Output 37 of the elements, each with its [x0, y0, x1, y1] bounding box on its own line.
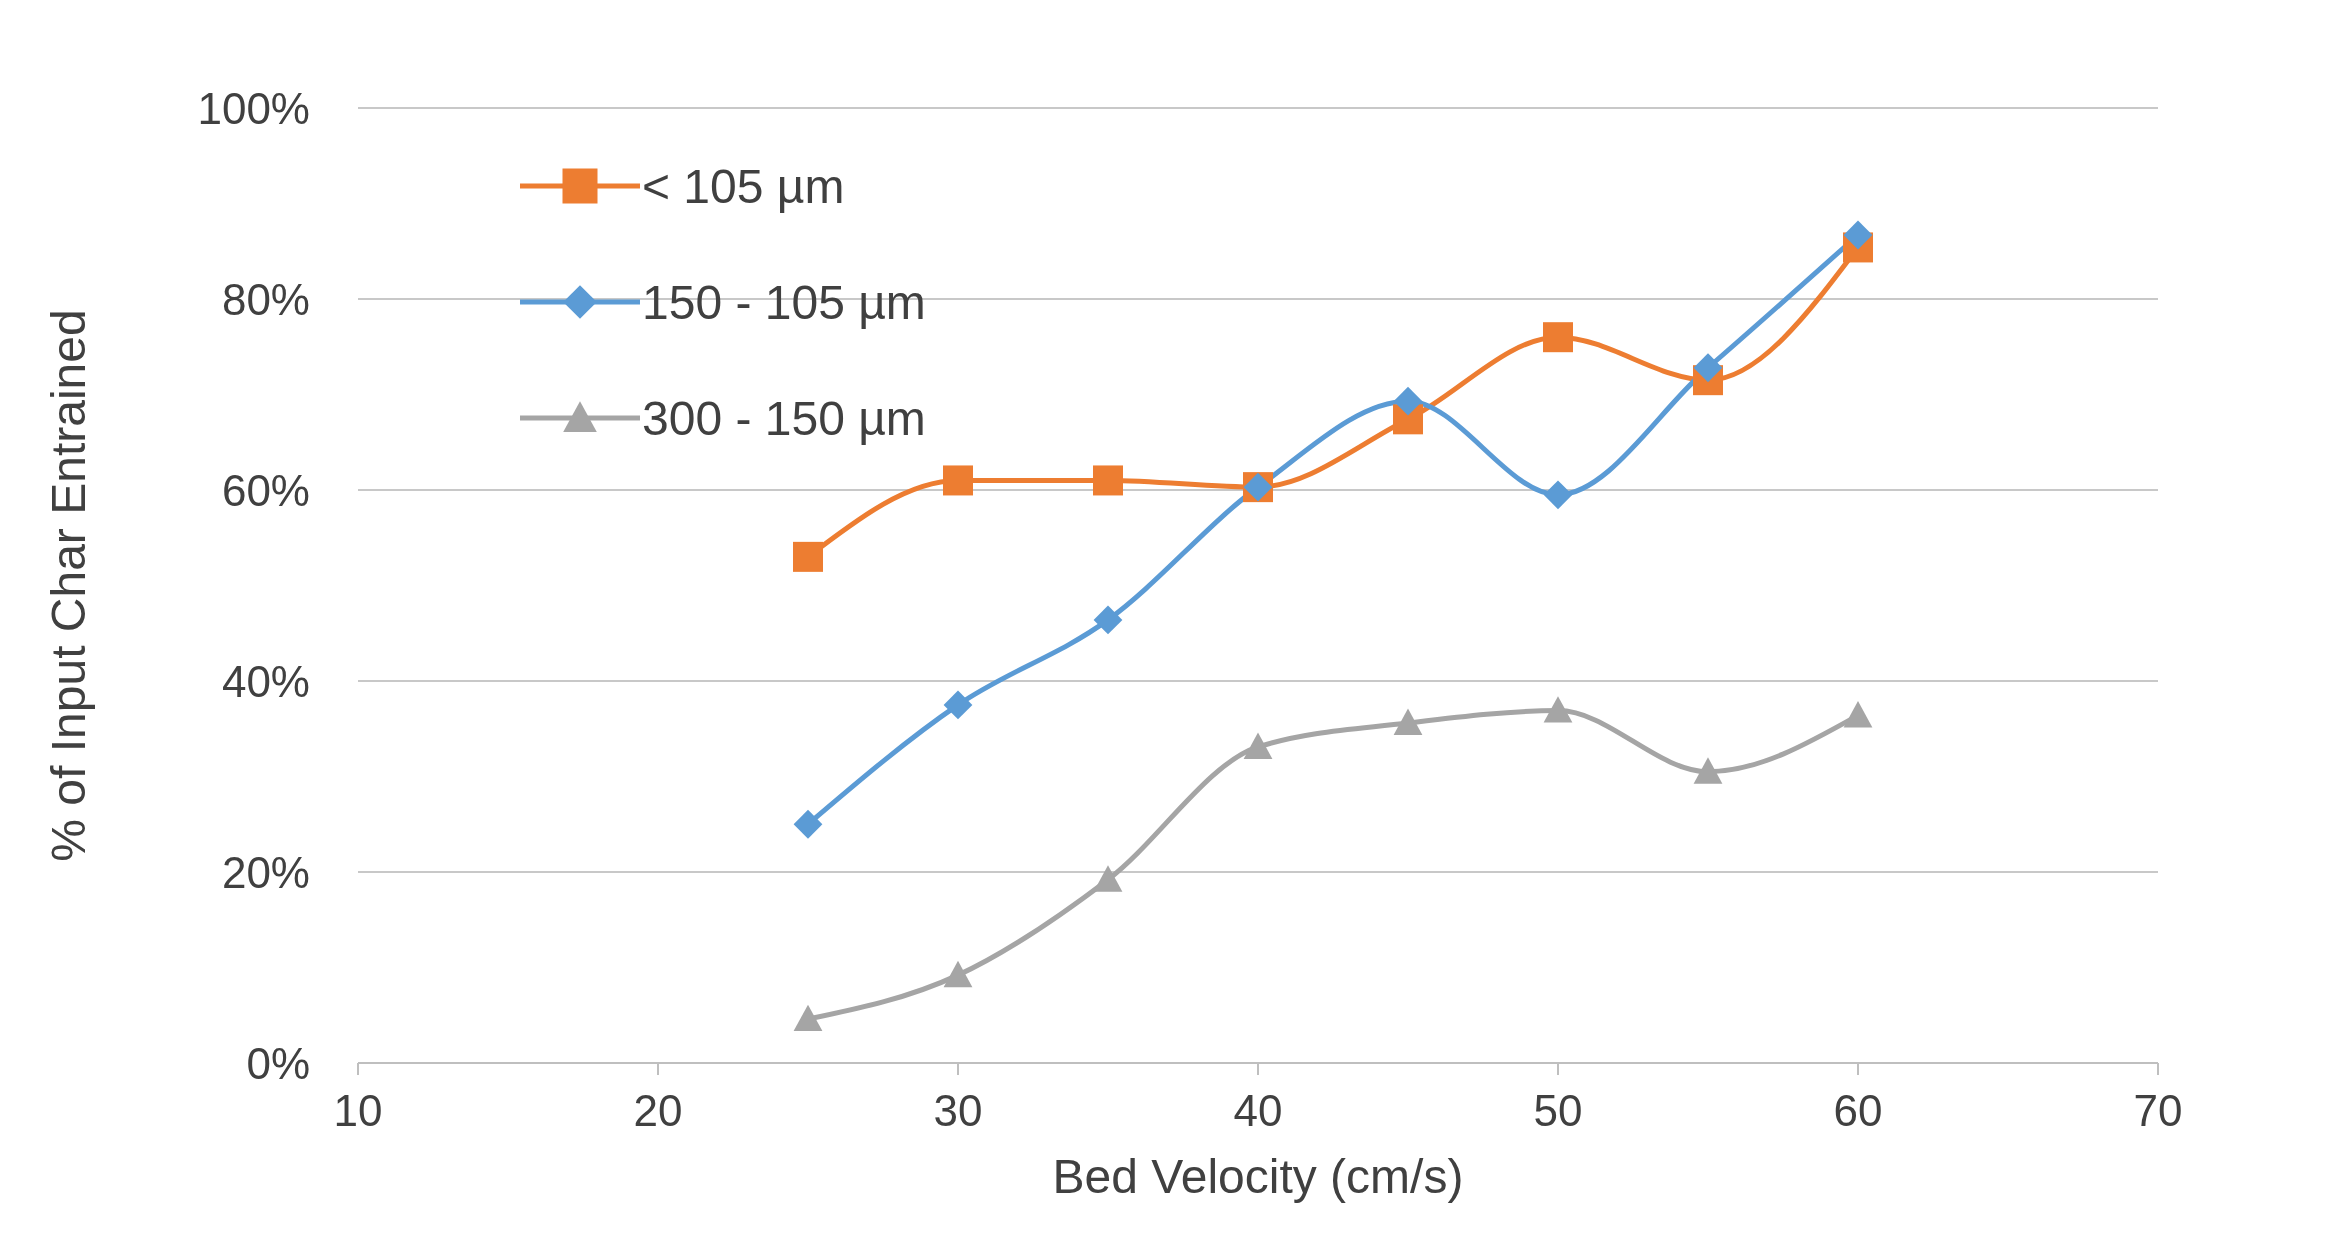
legend-label: 300 - 150 µm: [642, 390, 926, 446]
point: [1843, 220, 1873, 250]
point: [1543, 696, 1573, 723]
point: [1093, 465, 1123, 496]
point: [1393, 708, 1423, 736]
legend-label: 150 - 105 µm: [642, 274, 926, 330]
x-tick-label: 60: [1833, 1086, 1883, 1136]
x-axis-title: Bed Velocity (cm/s): [1052, 1150, 1464, 1203]
y-axis-title: % of Input Char Entrained: [42, 309, 96, 862]
point: [943, 465, 973, 496]
y-tick-label: 20%: [221, 847, 310, 897]
point: [1543, 322, 1573, 353]
y-tick-label: 60%: [221, 465, 310, 515]
point: [793, 541, 823, 572]
y-tick-label: 0%: [246, 1038, 310, 1088]
point: [1543, 480, 1573, 510]
point: [1093, 865, 1123, 892]
point: [943, 690, 973, 720]
point: [793, 1004, 823, 1032]
x-tick-label: 20: [633, 1086, 683, 1136]
point: [943, 960, 973, 988]
y-tick-label: 100%: [197, 83, 310, 133]
point: [1243, 732, 1273, 759]
point: [1843, 700, 1873, 728]
legend-label: < 105 µm: [642, 158, 845, 214]
x-tick-label: 40: [1233, 1086, 1283, 1136]
point: [793, 809, 823, 839]
x-tick-label: 30: [933, 1086, 983, 1136]
y-tick-label: 40%: [221, 656, 310, 706]
x-tick-label: 70: [2133, 1086, 2183, 1136]
point: [1693, 757, 1723, 784]
y-tick-label: 80%: [221, 274, 310, 324]
point: [1393, 386, 1423, 416]
point: [1693, 353, 1723, 383]
point: [1093, 605, 1123, 635]
x-tick-label: 50: [1533, 1086, 1583, 1136]
x-tick-label: 10: [333, 1086, 383, 1136]
